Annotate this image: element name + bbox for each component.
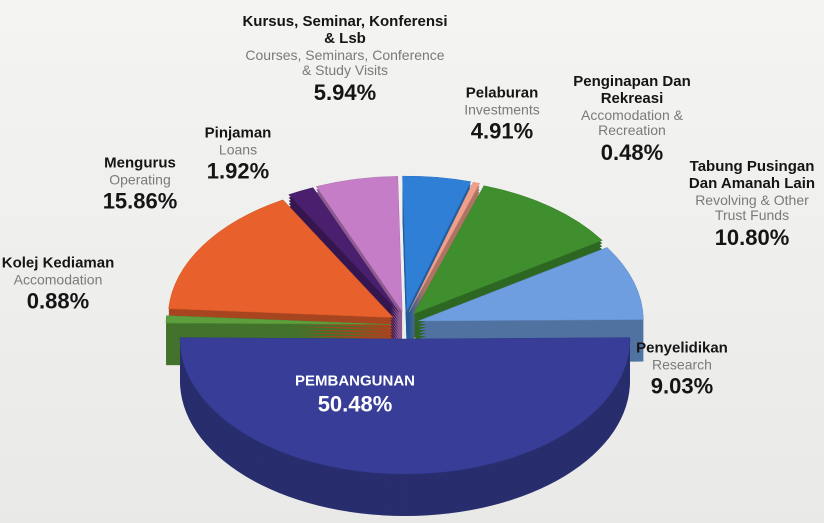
value-label: 15.86% [102, 188, 178, 214]
category-label: Mengurus [104, 154, 176, 172]
category-label: Tabung Pusingan Dan Amanah Lain [688, 158, 816, 193]
category-label: Pelaburan [465, 84, 539, 102]
slice-side [409, 188, 480, 318]
value-label: 0.88% [26, 288, 90, 314]
slice [168, 199, 394, 318]
category-label: Penginapan Dan Rekreasi [573, 73, 691, 108]
slice-label: Pinjaman Loans 1.92% [193, 125, 283, 184]
slice-label: Pelaburan Investments 4.91% [447, 85, 557, 144]
slice-label: Mengurus Operating 15.86% [80, 155, 200, 214]
value-label: 1.92% [206, 158, 270, 184]
slice [315, 176, 403, 313]
value-label: 5.94% [313, 80, 377, 106]
value-label: 4.91% [470, 118, 534, 144]
category-label-en: Accomodation [13, 271, 103, 288]
value-label: 50.48% [317, 391, 393, 417]
slice-label: Kolej Kediaman Accomodation 0.88% [0, 255, 123, 314]
slice-label: Penyelidikan Research 9.03% [622, 340, 742, 399]
category-label-en: Loans [218, 141, 258, 158]
category-label: Penyelidikan [636, 339, 728, 357]
category-label-en: Research [652, 356, 712, 373]
slice [418, 247, 644, 322]
slice-label: Penginapan Dan Rekreasi Accomodation & Re… [562, 73, 702, 166]
slice-label: Tabung Pusingan Dan Amanah Lain Revolving… [682, 158, 822, 251]
slice [408, 181, 480, 312]
value-label: 10.80% [714, 225, 790, 251]
category-label-en: Investments [464, 101, 540, 118]
category-label-en: Revolving & Other Trust Funds [695, 191, 809, 224]
category-label-en: Accomodation & Recreation [581, 106, 683, 139]
slice [412, 185, 603, 315]
slice-label: Kursus, Seminar, Konferensi & Lsb Courses… [240, 13, 450, 106]
slice-side [409, 185, 480, 315]
slice [288, 187, 400, 313]
slice [179, 337, 631, 475]
value-label: 0.48% [600, 140, 664, 166]
category-label: Pinjaman [204, 124, 272, 142]
category-label-en: Courses, Seminars, Conference & Study Vi… [245, 46, 445, 79]
category-label-en: Operating [109, 171, 171, 188]
slice-label: PEMBANGUNAN 50.48% [295, 372, 415, 417]
category-label: PEMBANGUNAN [295, 372, 415, 390]
slice [165, 315, 392, 325]
category-label: Kolej Kediaman [1, 254, 115, 272]
category-label: Kursus, Seminar, Konferensi & Lsb [242, 13, 448, 48]
slice-side [409, 191, 480, 321]
slice [402, 175, 472, 312]
value-label: 9.03% [650, 373, 714, 399]
